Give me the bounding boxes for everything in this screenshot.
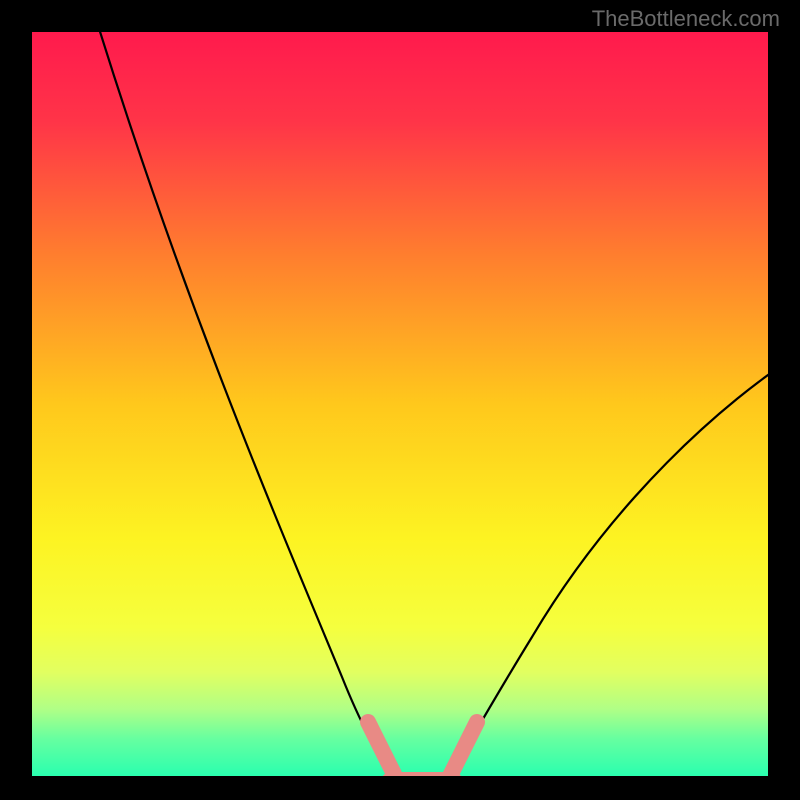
plot-gradient-area <box>32 32 768 776</box>
overlay-segment <box>368 722 394 774</box>
curve-layer <box>32 32 768 776</box>
left-curve <box>97 32 390 772</box>
u-shape-overlay <box>368 722 477 776</box>
overlay-segment <box>450 722 477 776</box>
right-curve <box>452 352 768 772</box>
watermark-text: TheBottleneck.com <box>592 6 780 32</box>
